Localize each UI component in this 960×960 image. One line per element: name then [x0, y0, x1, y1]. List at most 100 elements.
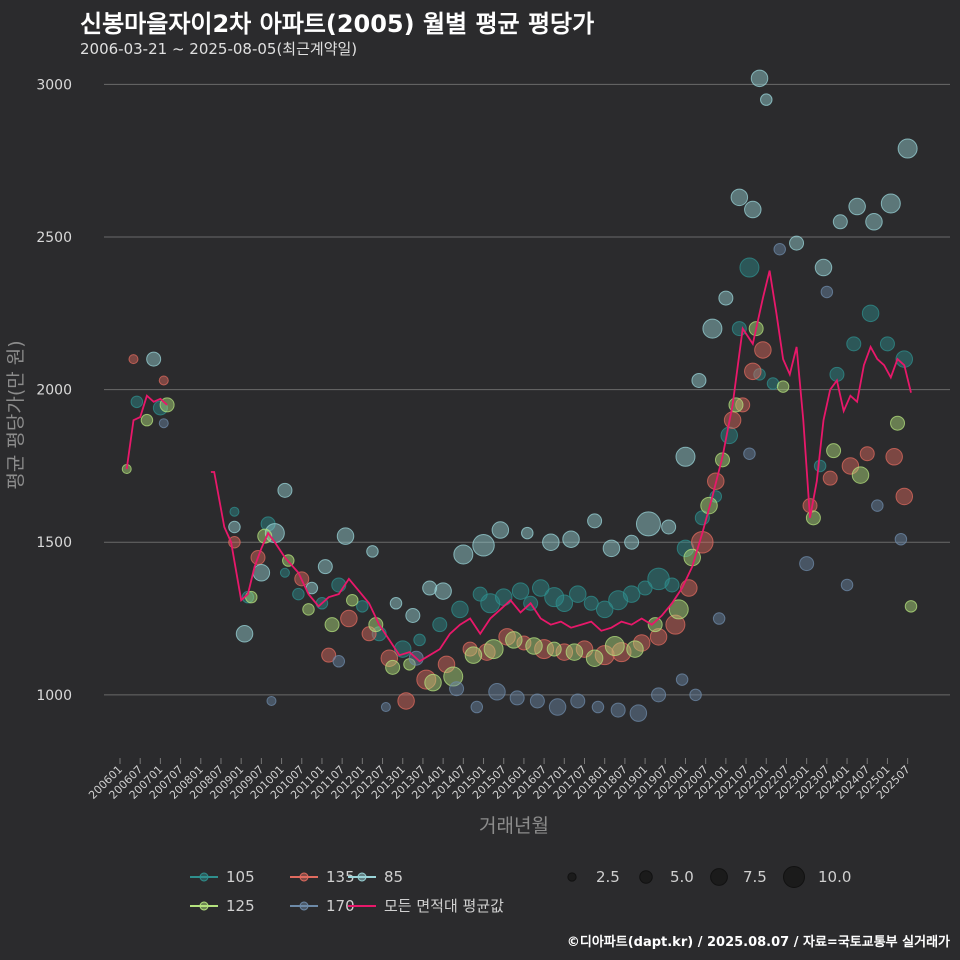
point-135	[632, 634, 651, 652]
y-tick-label: 2500	[36, 230, 72, 246]
point-170	[449, 681, 465, 697]
y-tick-labels: 1000 1500 2000 2500 3000	[36, 77, 72, 703]
point-85	[252, 564, 271, 582]
point-135	[397, 692, 415, 710]
point-105	[511, 582, 530, 600]
point-125	[604, 636, 625, 657]
point-125	[525, 637, 543, 655]
point-105	[531, 579, 550, 597]
point-85	[675, 446, 696, 467]
point-125	[302, 603, 315, 616]
legend-size-circle	[639, 870, 653, 884]
point-85	[702, 318, 723, 339]
point-125	[683, 548, 701, 567]
x-axis-title: 거래년월	[479, 815, 549, 837]
point-125	[668, 599, 689, 620]
point-105	[731, 321, 747, 337]
point-85	[760, 93, 773, 106]
point-105	[608, 590, 629, 611]
legend-size-label: 2.5	[596, 868, 620, 886]
point-170	[840, 578, 854, 592]
legend-label: 135	[326, 868, 355, 886]
point-105	[480, 593, 501, 614]
point-105	[720, 426, 738, 445]
point-135	[665, 614, 686, 635]
point-125	[805, 510, 821, 526]
point-105	[846, 336, 862, 352]
point-170	[610, 702, 626, 718]
point-135	[516, 635, 532, 651]
point-85	[235, 625, 254, 643]
point-85	[880, 193, 901, 214]
point-85	[366, 545, 379, 558]
legend-label: 모든 면적대 평균값	[384, 897, 504, 915]
point-125	[464, 646, 483, 664]
grid-lines	[104, 83, 950, 696]
point-85	[453, 544, 474, 565]
point-170	[651, 687, 667, 703]
point-170	[629, 704, 648, 722]
point-170	[158, 418, 169, 429]
legend-swatch-dot	[199, 901, 209, 911]
point-170	[712, 612, 726, 625]
point-85	[848, 197, 866, 216]
source-credit: ©디아파트(dapt.kr) / 2025.08.07 / 자료=국토교통부 실…	[566, 935, 950, 950]
point-170	[894, 532, 908, 546]
point-170	[332, 655, 346, 668]
point-85	[602, 539, 621, 558]
point-125	[424, 673, 442, 692]
point-85	[422, 580, 438, 596]
point-85	[389, 597, 403, 610]
point-85	[661, 519, 677, 535]
point-170	[689, 688, 702, 702]
legend-size-label: 7.5	[743, 868, 767, 886]
legend: 105 135 85 125 170 모든 면적대 평균값 2.5 5.0 7.5 10.0	[190, 866, 851, 915]
y-tick-label: 3000	[36, 77, 72, 93]
legend-swatch-dot	[299, 901, 309, 911]
legend-size-circle	[783, 866, 805, 888]
point-85	[521, 526, 534, 540]
point-85	[434, 582, 452, 600]
point-125	[565, 643, 584, 661]
point-105	[494, 588, 513, 606]
point-85	[897, 138, 918, 159]
legend-size-label: 10.0	[818, 868, 851, 886]
point-105	[555, 594, 574, 613]
legend-label: 105	[226, 868, 255, 886]
point-105	[664, 577, 680, 593]
point-135	[895, 487, 914, 506]
point-135	[859, 446, 875, 462]
legend-label: 125	[226, 897, 255, 915]
point-125	[585, 649, 604, 667]
point-170	[470, 700, 484, 714]
point-105	[595, 600, 614, 619]
point-105	[739, 257, 760, 278]
point-170	[773, 242, 786, 256]
point-105	[130, 395, 144, 409]
point-125	[890, 415, 906, 431]
point-105	[544, 587, 565, 608]
point-170	[743, 447, 756, 460]
point-105	[861, 304, 880, 323]
point-125	[505, 631, 523, 649]
point-85	[336, 527, 355, 545]
point-85	[750, 69, 769, 88]
legend-size-label: 5.0	[670, 868, 694, 886]
point-135	[128, 354, 139, 365]
point-105	[753, 368, 766, 381]
point-125	[647, 617, 663, 633]
point-125	[443, 666, 464, 687]
point-170	[488, 683, 506, 701]
point-170	[820, 285, 834, 299]
point-170	[529, 693, 545, 709]
point-85	[472, 534, 495, 557]
point-105	[813, 459, 827, 473]
y-tick-label: 1000	[36, 688, 72, 704]
chart-title: 신봉마을자이2차 아파트(2005) 월별 평균 평당가	[80, 10, 595, 38]
point-85	[317, 559, 333, 575]
legend-label: 170	[326, 897, 355, 915]
point-85	[491, 521, 510, 539]
point-85	[744, 200, 762, 219]
point-125	[483, 639, 504, 660]
